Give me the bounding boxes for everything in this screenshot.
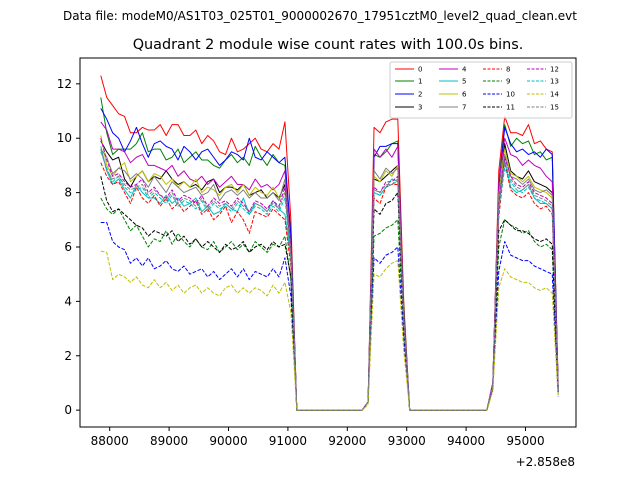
x-tick-label: 90000: [209, 434, 247, 448]
legend-label-11: 11: [506, 104, 515, 112]
legend-label-0: 0: [418, 66, 422, 74]
legend-label-15: 15: [550, 104, 559, 112]
series-line-14: [100, 250, 559, 411]
legend-frame: [389, 61, 573, 119]
legend-label-13: 13: [550, 78, 559, 86]
y-tick-label: 4: [64, 294, 72, 308]
legend-label-4: 4: [462, 66, 467, 74]
x-tick-label: 88000: [91, 434, 129, 448]
x-tick-label: 89000: [150, 434, 188, 448]
x-axis: 88000 89000 90000 91000 92000 93000 94000 95000: [91, 427, 545, 448]
series-line-15: [100, 148, 559, 411]
x-tick-label: 94000: [447, 434, 485, 448]
y-tick-label: 10: [57, 131, 72, 145]
legend-label-1: 1: [418, 78, 422, 86]
legend-label-6: 6: [462, 91, 467, 99]
y-tick-label: 6: [64, 240, 72, 254]
axes-frame: [79, 57, 577, 428]
series-layer: [100, 75, 559, 411]
x-tick-label: 95000: [506, 434, 544, 448]
y-tick-label: 0: [64, 403, 72, 417]
legend-label-10: 10: [506, 91, 515, 99]
plot-area: 88000 89000 90000 91000 92000 93000 94000 95000…: [57, 57, 577, 469]
chart-title: Quadrant 2 module wise count rates with …: [133, 37, 524, 53]
x-tick-label: 93000: [388, 434, 426, 448]
x-tick-label: 91000: [269, 434, 307, 448]
y-tick-label: 8: [64, 186, 72, 200]
x-offset-label: +2.858e8: [516, 455, 575, 469]
series-line-13: [100, 151, 559, 411]
figure-suptitle: Data file: modeM0/AS1T03_025T01_90000026…: [63, 9, 577, 23]
y-tick-label: 12: [57, 77, 72, 91]
x-tick-label: 92000: [328, 434, 366, 448]
y-axis: 0 2 4 6 8 10 12: [57, 77, 80, 417]
legend-label-12: 12: [550, 66, 559, 74]
legend-label-7: 7: [462, 104, 466, 112]
legend-label-9: 9: [506, 78, 510, 86]
y-tick-label: 2: [64, 349, 72, 363]
legend-label-2: 2: [418, 91, 422, 99]
legend-label-14: 14: [550, 91, 559, 99]
legend-label-5: 5: [462, 78, 466, 86]
legend-label-8: 8: [506, 66, 510, 74]
legend-label-3: 3: [418, 104, 422, 112]
